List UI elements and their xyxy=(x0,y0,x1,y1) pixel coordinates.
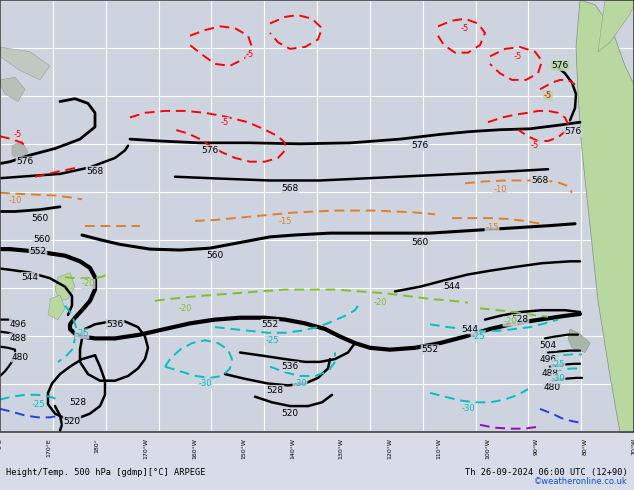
Text: 576: 576 xyxy=(16,157,34,166)
Text: -5: -5 xyxy=(514,52,522,61)
Text: -25: -25 xyxy=(265,336,279,345)
Polygon shape xyxy=(0,47,50,80)
Polygon shape xyxy=(12,141,28,160)
Text: -20: -20 xyxy=(178,304,191,313)
Polygon shape xyxy=(576,0,634,432)
Text: Th 26-09-2024 06:00 UTC (12+90): Th 26-09-2024 06:00 UTC (12+90) xyxy=(465,468,628,477)
Text: 528: 528 xyxy=(70,398,87,407)
Text: 560: 560 xyxy=(31,214,49,222)
Text: 0°E: 0°E xyxy=(0,438,3,449)
Text: 552: 552 xyxy=(29,247,46,256)
Text: 120°W: 120°W xyxy=(387,438,392,459)
Polygon shape xyxy=(0,77,25,101)
Polygon shape xyxy=(568,329,590,352)
Polygon shape xyxy=(598,0,634,52)
Text: -25: -25 xyxy=(551,360,565,369)
Text: 160°W: 160°W xyxy=(193,438,198,459)
Text: 488: 488 xyxy=(10,334,27,343)
Text: 536: 536 xyxy=(107,320,124,329)
Text: -10: -10 xyxy=(8,196,22,205)
Text: -5: -5 xyxy=(14,130,22,139)
Text: 552: 552 xyxy=(261,320,278,329)
Text: 528: 528 xyxy=(266,386,283,394)
Text: -5: -5 xyxy=(221,118,229,127)
Text: ©weatheronline.co.uk: ©weatheronline.co.uk xyxy=(534,477,628,486)
Text: 488: 488 xyxy=(541,368,559,378)
Text: 140°W: 140°W xyxy=(290,438,295,459)
Text: -25: -25 xyxy=(31,400,45,409)
Text: 110°W: 110°W xyxy=(436,438,441,459)
Text: 520: 520 xyxy=(281,409,299,418)
Text: 130°W: 130°W xyxy=(339,438,344,459)
Text: 520: 520 xyxy=(63,416,81,426)
Text: -25: -25 xyxy=(471,332,485,341)
Text: 528: 528 xyxy=(512,315,529,324)
Text: -20: -20 xyxy=(81,279,94,289)
Text: 568: 568 xyxy=(86,167,103,175)
Text: 504: 504 xyxy=(540,342,557,350)
Text: 536: 536 xyxy=(281,362,299,371)
Text: 180°: 180° xyxy=(94,438,100,453)
Text: 560: 560 xyxy=(207,251,224,260)
Text: -10: -10 xyxy=(493,185,507,195)
Text: 480: 480 xyxy=(543,383,560,392)
Text: -20: -20 xyxy=(503,317,517,326)
Text: 576: 576 xyxy=(552,61,569,70)
Text: -15: -15 xyxy=(485,223,499,232)
Text: 544: 544 xyxy=(444,282,460,291)
Text: -30: -30 xyxy=(293,379,307,388)
Text: -5: -5 xyxy=(246,50,254,59)
Text: 90°W: 90°W xyxy=(533,438,538,455)
Text: 496: 496 xyxy=(540,355,557,364)
Text: -5: -5 xyxy=(544,91,552,100)
Text: 568: 568 xyxy=(281,183,299,193)
Text: 544: 544 xyxy=(462,324,479,334)
Text: 150°W: 150°W xyxy=(242,438,247,459)
Text: -5: -5 xyxy=(531,141,539,150)
Text: -30: -30 xyxy=(461,404,475,414)
Text: -15: -15 xyxy=(278,218,292,226)
Polygon shape xyxy=(55,272,75,301)
Text: Height/Temp. 500 hPa [gdmp][°C] ARPEGE: Height/Temp. 500 hPa [gdmp][°C] ARPEGE xyxy=(6,468,206,477)
Text: 576: 576 xyxy=(202,146,219,155)
Text: -30: -30 xyxy=(198,379,212,388)
Text: 100°W: 100°W xyxy=(486,438,491,459)
Text: -20: -20 xyxy=(373,298,387,307)
Text: 70°W: 70°W xyxy=(631,438,634,455)
Text: 170°E: 170°E xyxy=(46,438,51,457)
Text: -5: -5 xyxy=(461,24,469,33)
Polygon shape xyxy=(48,295,65,319)
Text: 576: 576 xyxy=(411,141,429,150)
Text: 568: 568 xyxy=(531,176,548,185)
Text: 544: 544 xyxy=(22,273,39,282)
Text: 170°W: 170°W xyxy=(143,438,148,459)
Text: 80°W: 80°W xyxy=(583,438,588,455)
Text: -30: -30 xyxy=(551,374,565,383)
Text: 496: 496 xyxy=(10,320,27,329)
Text: 480: 480 xyxy=(11,353,29,362)
Text: 576: 576 xyxy=(564,127,581,136)
Text: 560: 560 xyxy=(411,238,429,247)
Text: 560: 560 xyxy=(34,235,51,244)
Text: 552: 552 xyxy=(422,345,439,354)
Text: -25: -25 xyxy=(75,329,89,338)
